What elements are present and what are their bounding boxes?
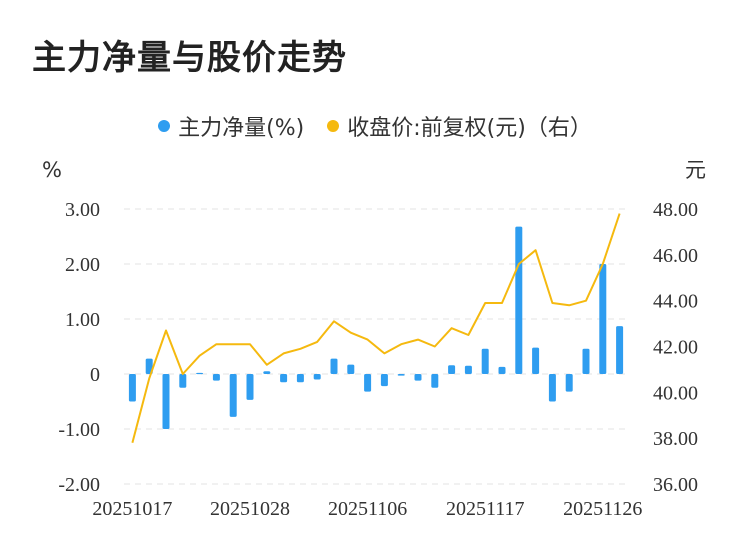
legend-dot-icon [327, 120, 340, 132]
right-axis-unit: 元 [685, 158, 706, 182]
bar-mark [565, 374, 573, 392]
bar-mark [532, 347, 540, 374]
x-tick-label: 20251126 [563, 498, 642, 520]
y-tick-label-right: 36.00 [653, 474, 698, 496]
price-line [131, 213, 621, 444]
x-tick-label: 20251028 [210, 498, 290, 520]
bar-mark [246, 374, 254, 400]
y-tick-label-right: 48.00 [653, 199, 698, 221]
bar-mark [380, 374, 388, 387]
bar-mark [128, 374, 136, 402]
y-tick-label-left: -1.00 [58, 419, 100, 441]
y-tick-label-right: 46.00 [653, 245, 698, 267]
bar-mark [263, 371, 271, 374]
legend-label: 主力净量(%) [178, 116, 305, 141]
bar-mark [515, 226, 523, 374]
bar-mark [481, 348, 489, 374]
bar-mark [313, 374, 321, 380]
bar-mark [347, 364, 355, 374]
bar-mark [162, 374, 170, 429]
page-title: 主力净量与股价走势 [32, 38, 347, 78]
bar-mark [229, 374, 237, 417]
bar-mark [414, 374, 422, 381]
bar-mark [397, 374, 405, 376]
y-tick-label-left: -2.00 [58, 474, 100, 496]
x-tick-label: 20251117 [446, 498, 525, 520]
bar-mark [196, 372, 204, 375]
x-tick-label: 20251106 [328, 498, 407, 520]
y-tick-label-left: 2.00 [65, 254, 100, 276]
left-axis-unit: % [42, 158, 62, 182]
legend-label: 收盘价:前复权(元)（右） [347, 116, 592, 141]
legend-item-close-price[interactable]: 收盘价:前复权(元)（右） [327, 110, 592, 142]
bar-mark [212, 374, 220, 381]
bar-mark [498, 366, 506, 374]
bar-mark [330, 358, 338, 374]
bar-mark [582, 348, 590, 374]
bar-mark [179, 374, 187, 388]
y-tick-label-left: 1.00 [65, 309, 100, 331]
bar-mark [464, 365, 472, 374]
bar-mark [280, 374, 288, 383]
bar-mark [599, 264, 607, 374]
legend-dot-icon [158, 120, 171, 132]
legend-item-net-volume[interactable]: 主力净量(%) [158, 110, 304, 142]
y-tick-label-left: 3.00 [65, 199, 100, 221]
y-tick-label-right: 38.00 [653, 428, 698, 450]
x-tick-label: 20251017 [92, 498, 172, 520]
bar-mark [448, 365, 456, 374]
bar-mark [296, 374, 304, 383]
bar-mark [548, 374, 556, 402]
bar-mark [145, 358, 153, 374]
y-tick-label-left: 0 [90, 364, 100, 386]
y-tick-label-right: 42.00 [653, 337, 698, 359]
chart-legend: 主力净量(%) 收盘价:前复权(元)（右） [0, 110, 750, 142]
bar-mark [616, 326, 624, 374]
y-tick-label-right: 44.00 [653, 291, 698, 313]
bar-mark [431, 374, 439, 388]
bar-mark [364, 374, 372, 392]
y-tick-label-right: 40.00 [653, 382, 698, 404]
